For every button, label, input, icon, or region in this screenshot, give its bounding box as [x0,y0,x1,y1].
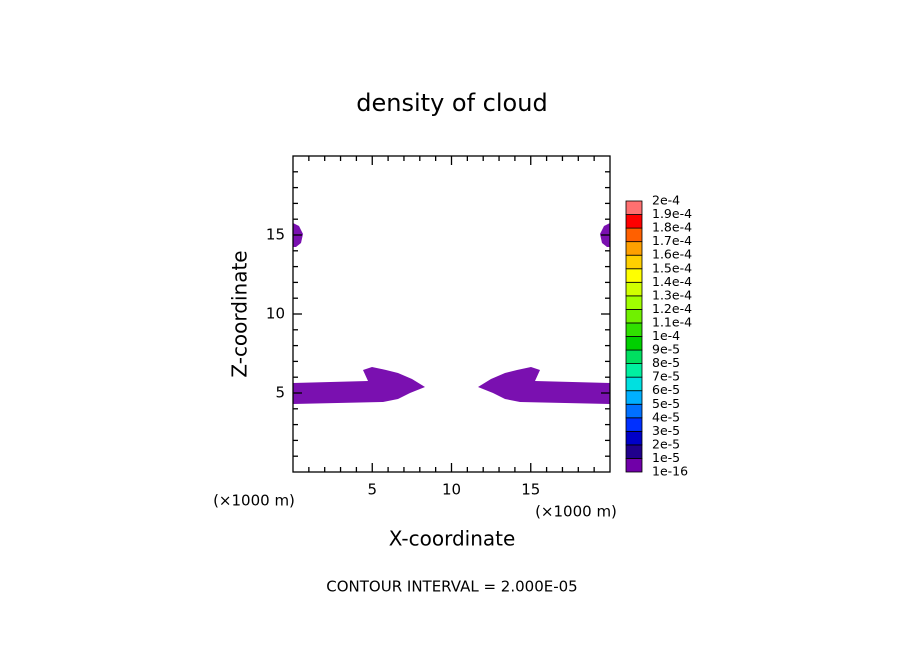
x-unit-label: (×1000 m) [213,492,295,510]
colorbar-label: 5e-5 [652,396,680,411]
colorbar-box [625,268,643,283]
cloud-region [293,367,425,404]
colorbar-box [625,214,643,229]
colorbar-box [625,308,643,324]
colorbar-box [625,322,643,337]
colorbar-label: 1.8e-4 [652,220,692,235]
colorbar-box [625,336,643,351]
x-unit-label: (×1000 m) [535,503,617,521]
colorbar-box [625,281,643,297]
colorbar-label: 6e-5 [652,382,680,397]
colorbar-box [625,458,643,473]
y-tick-label: 5 [275,384,285,402]
y-axis-label: Z-coordinate [228,250,252,377]
colorbar-label: 2e-4 [652,193,680,208]
colorbar-box [625,200,643,215]
colorbar-label: 1.4e-4 [652,274,692,289]
colorbar-box [625,390,643,405]
colorbar-label: 8e-5 [652,355,680,370]
plot-frame [292,155,611,473]
colorbar-label: 7e-5 [652,369,680,384]
y-tick-label: 15 [266,226,285,244]
colorbar-label: 1.2e-4 [652,301,692,316]
colorbar-box [625,227,643,243]
x-tick-label: 5 [367,481,377,499]
footer-note: CONTOUR INTERVAL = 2.000E-05 [326,578,577,596]
colorbar-box [625,430,643,446]
colorbar-label: 2e-5 [652,436,680,451]
colorbar-box [625,444,643,459]
colorbar-box [625,241,643,256]
chart-title: density of cloud [356,89,547,117]
colorbar-label: 1e-16 [652,464,688,479]
y-tick-label: 10 [266,305,285,323]
colorbar-box [625,349,643,364]
colorbar-label: 1e-4 [652,328,680,343]
colorbar-box [625,403,643,419]
x-tick-label: 10 [442,481,461,499]
colorbar-label: 1e-5 [652,450,680,465]
x-axis-label: X-coordinate [389,527,516,551]
x-tick-label: 15 [521,481,540,499]
colorbar-box [625,254,643,270]
colorbar-label: 1.1e-4 [652,314,692,329]
cloud-region [478,367,610,404]
colorbar-label: 1.9e-4 [652,206,692,221]
colorbar-box [625,417,643,432]
colorbar-label: 4e-5 [652,409,680,424]
colorbar-label: 1.3e-4 [652,287,692,302]
colorbar-label: 1.5e-4 [652,260,692,275]
colorbar-label: 1.6e-4 [652,247,692,262]
cloud-regions [293,223,610,404]
colorbar-box [625,376,643,392]
colorbar-label: 1.7e-4 [652,233,692,248]
colorbar-box [625,363,643,378]
colorbar-label: 9e-5 [652,342,680,357]
colorbar-label: 3e-5 [652,423,680,438]
colorbar-box [625,295,643,310]
